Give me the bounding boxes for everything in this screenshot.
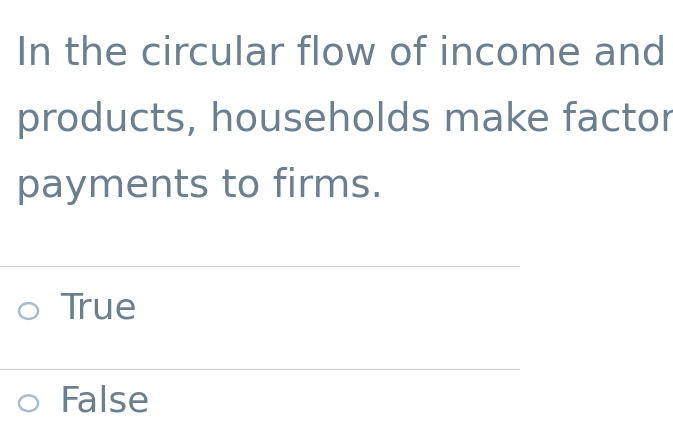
Text: payments to firms.: payments to firms.	[15, 167, 382, 205]
Text: False: False	[60, 384, 150, 418]
Text: products, households make factor: products, households make factor	[15, 101, 673, 139]
Text: True: True	[60, 292, 136, 326]
Text: In the circular flow of income and: In the circular flow of income and	[15, 34, 666, 73]
